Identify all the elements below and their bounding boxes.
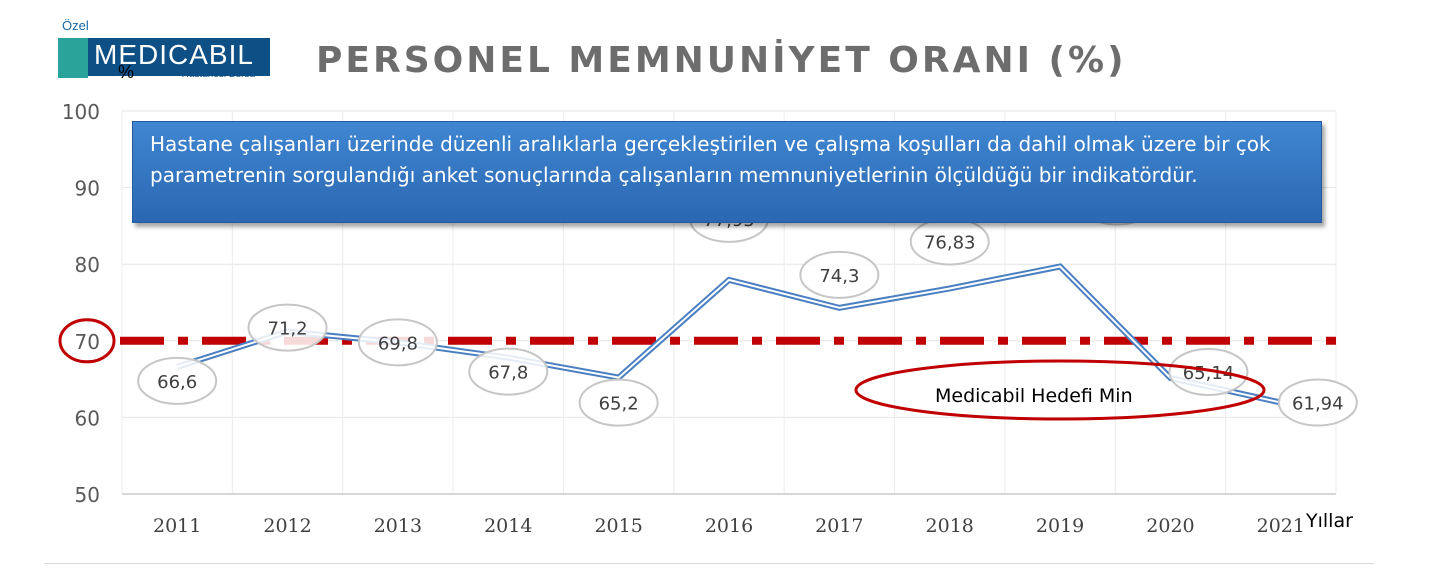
data-label-bubble	[578, 378, 659, 427]
data-label: 69,8	[378, 333, 418, 354]
logo-subtitle: Hastanesi Bursa	[182, 69, 256, 80]
x-tick-label: 2017	[815, 515, 863, 537]
data-label-bubble	[357, 318, 438, 367]
data-label: 71,2	[268, 319, 308, 340]
x-tick-label: 2021	[1257, 515, 1305, 537]
logo-small-text: Özel	[62, 18, 89, 33]
data-label-bubble	[1277, 378, 1358, 427]
data-label: 74,3	[819, 266, 859, 287]
x-tick-label: 2020	[1146, 515, 1194, 537]
data-label: 61,94	[1292, 394, 1344, 415]
data-label-bubble	[468, 347, 549, 396]
y-tick-label: 60	[75, 406, 100, 430]
x-tick-label: 2016	[705, 515, 753, 537]
x-axis-title: Yıllar	[1305, 510, 1353, 532]
x-tick-label: 2019	[1036, 515, 1084, 537]
data-label-bubble	[1168, 348, 1249, 397]
x-tick-label: 2012	[263, 515, 311, 537]
data-label-bubble	[137, 356, 218, 405]
x-tick-label: 2011	[153, 515, 201, 537]
chart-title: PERSONEL MEMNUNİYET ORANI (%)	[316, 40, 1127, 81]
target-annotation-label: Medicabil Hedefi Min	[935, 385, 1133, 407]
y-tick-label: 50	[75, 483, 100, 507]
logo-brand: MEDICABIL	[94, 39, 254, 70]
target-tick-highlight	[58, 318, 116, 364]
data-label: 65,2	[599, 394, 639, 415]
medicabil-logo: Özel MEDICABIL Hastanesi Bursa %	[58, 18, 278, 84]
info-box: Hastane çalışanları üzerinde düzenli ara…	[132, 121, 1322, 223]
data-label-bubble	[799, 250, 880, 299]
y-tick-label: 80	[75, 253, 100, 277]
y-tick-label: 70	[75, 330, 100, 354]
x-tick-label: 2013	[374, 515, 422, 537]
data-label: 66,6	[157, 372, 197, 393]
logo-accent-bar	[58, 38, 88, 78]
logo-unit-mark: %	[118, 62, 135, 82]
x-tick-label: 2014	[484, 515, 532, 537]
bottom-divider	[44, 563, 1374, 564]
y-tick-label: 90	[75, 177, 100, 201]
data-label: 76,83	[924, 232, 976, 253]
data-label-bubble	[247, 303, 328, 352]
data-label: 67,8	[488, 363, 528, 384]
x-tick-label: 2018	[926, 515, 974, 537]
y-tick-label: 100	[62, 100, 100, 124]
target-annotation-ellipse	[854, 359, 1266, 421]
x-tick-label: 2015	[594, 515, 642, 537]
logo-box	[88, 38, 270, 76]
